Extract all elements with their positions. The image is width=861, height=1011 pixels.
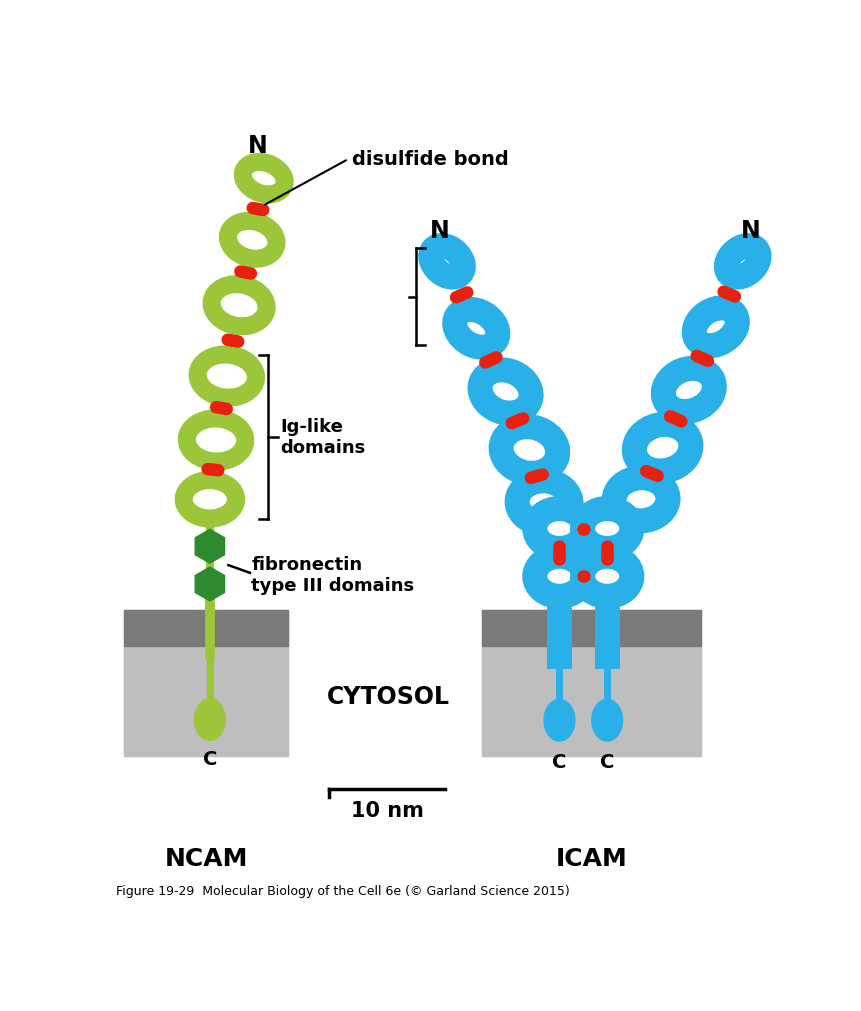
- Text: ICAM: ICAM: [556, 846, 628, 870]
- Ellipse shape: [583, 557, 632, 596]
- Ellipse shape: [535, 557, 584, 596]
- Ellipse shape: [430, 247, 463, 278]
- Text: C: C: [202, 749, 217, 768]
- Ellipse shape: [535, 509, 584, 549]
- Ellipse shape: [480, 370, 531, 413]
- Bar: [124, 611, 288, 756]
- Text: CYTOSOL: CYTOSOL: [327, 684, 450, 709]
- Text: N: N: [430, 219, 449, 243]
- Ellipse shape: [583, 509, 632, 549]
- Ellipse shape: [195, 699, 226, 740]
- Ellipse shape: [727, 247, 759, 278]
- Ellipse shape: [198, 355, 256, 398]
- Ellipse shape: [592, 700, 623, 741]
- Text: C: C: [600, 752, 615, 771]
- Bar: [124, 611, 288, 647]
- Bar: [482, 611, 701, 647]
- Text: Ig-like
domains: Ig-like domains: [281, 418, 366, 457]
- Ellipse shape: [212, 285, 267, 327]
- Text: disulfide bond: disulfide bond: [352, 151, 509, 169]
- Ellipse shape: [455, 310, 498, 348]
- Bar: [124, 647, 288, 756]
- Text: N: N: [248, 133, 268, 158]
- Ellipse shape: [517, 481, 571, 525]
- Bar: [482, 647, 701, 756]
- Ellipse shape: [243, 163, 285, 195]
- Polygon shape: [195, 567, 225, 602]
- Text: 10 nm: 10 nm: [350, 801, 424, 821]
- Text: N: N: [740, 219, 760, 243]
- Ellipse shape: [694, 308, 737, 347]
- Ellipse shape: [187, 419, 245, 462]
- Ellipse shape: [614, 478, 668, 522]
- Ellipse shape: [228, 221, 276, 260]
- Text: NCAM: NCAM: [164, 846, 248, 870]
- Text: Figure 19-29  Molecular Biology of the Cell 6e (© Garland Science 2015): Figure 19-29 Molecular Biology of the Ce…: [116, 884, 570, 897]
- Ellipse shape: [663, 369, 715, 412]
- Ellipse shape: [635, 425, 691, 471]
- Ellipse shape: [544, 700, 575, 741]
- Ellipse shape: [183, 480, 236, 519]
- Bar: [482, 611, 701, 756]
- Polygon shape: [195, 530, 225, 564]
- Text: C: C: [552, 752, 567, 771]
- Text: fibronectin
type III domains: fibronectin type III domains: [251, 555, 415, 594]
- Ellipse shape: [501, 428, 558, 474]
